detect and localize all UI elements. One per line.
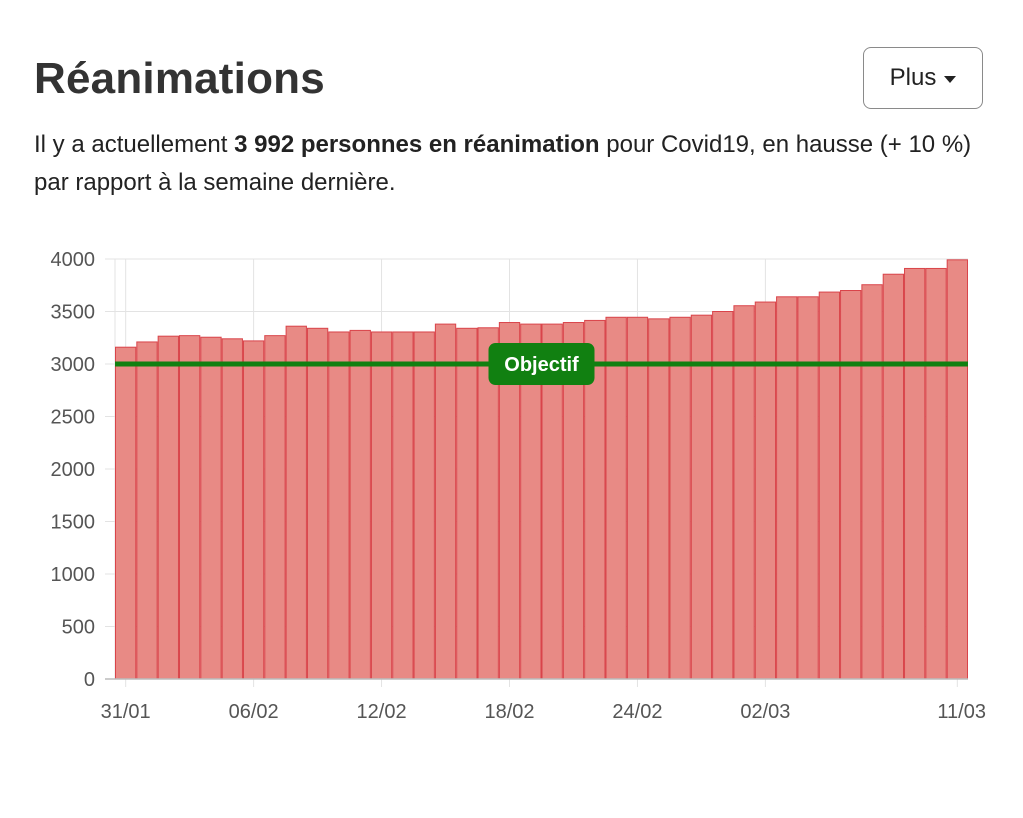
bar-08-02 <box>285 325 307 680</box>
bar-05-03 <box>818 291 841 680</box>
y-tick-label: 3500 <box>51 302 96 324</box>
bar-09-02 <box>306 327 329 680</box>
bar-25-02 <box>648 318 670 680</box>
bar-10-03 <box>925 267 947 680</box>
y-tick-label: 500 <box>62 617 95 639</box>
bar-28-02 <box>712 311 734 680</box>
bar-08-03 <box>882 273 905 680</box>
bar-03-03 <box>776 296 798 680</box>
bar-24-02 <box>626 316 649 680</box>
y-tick-label: 2500 <box>51 407 96 429</box>
bar-01-02 <box>136 341 158 680</box>
y-tick-label: 1000 <box>51 564 96 586</box>
bar-16-02 <box>456 327 478 680</box>
bar-11-03 <box>946 259 968 680</box>
bar-11-02 <box>349 329 371 680</box>
caret-down-icon <box>944 75 957 83</box>
bar-06-02 <box>242 340 265 680</box>
bar-07-02 <box>264 335 286 680</box>
bar-10-02 <box>328 331 350 680</box>
more-dropdown-button[interactable]: Plus <box>863 47 983 109</box>
bar-09-03 <box>904 267 926 680</box>
x-tick-label: 11/03 <box>937 701 986 723</box>
bar-06-03 <box>840 290 862 680</box>
summary-text: Il y a actuellement 3 992 personnes en r… <box>34 126 1009 202</box>
bar-23-02 <box>605 316 627 680</box>
bar-04-02 <box>200 336 222 680</box>
bar-15-02 <box>434 323 457 680</box>
x-tick-label: 18/02 <box>484 701 534 723</box>
bar-02-02 <box>157 335 179 680</box>
bar-02-03 <box>754 301 777 680</box>
page-title: Réanimations <box>34 54 325 103</box>
objective-label-box <box>488 343 595 385</box>
summary-part1: Il y a actuellement <box>34 131 235 158</box>
bar-14-02 <box>413 331 435 680</box>
bar-12-02 <box>370 331 393 680</box>
more-button-label: Plus <box>889 64 937 91</box>
x-tick-label: 31/01 <box>101 701 151 723</box>
bar-04-03 <box>797 296 819 680</box>
reanimations-bar-chart: 0 500 1000 1500 2000 2500 3000 3500 4000 31/01 06/… <box>51 249 987 723</box>
x-tick-label: 02/03 <box>740 701 790 723</box>
y-tick-label: 0 <box>84 669 95 691</box>
bar-05-02 <box>221 338 243 680</box>
bar-31-01 <box>115 346 137 680</box>
bar-26-02 <box>669 316 691 680</box>
y-tick-label: 4000 <box>51 249 96 271</box>
y-tick-label: 3000 <box>51 354 96 376</box>
bar-07-03 <box>861 284 883 680</box>
bar-13-02 <box>392 331 414 680</box>
summary-part2: pour Covid19, en hausse (+ 10 %) par rap… <box>34 131 972 196</box>
x-tick-label: 12/02 <box>357 701 407 723</box>
x-tick-label: 24/02 <box>612 701 662 723</box>
bar-03-02 <box>178 335 201 680</box>
y-tick-label: 2000 <box>51 459 96 481</box>
bar-27-02 <box>690 314 713 680</box>
x-tick-label: 06/02 <box>229 701 279 723</box>
summary-highlight: 3 992 personnes en réanimation <box>234 131 600 158</box>
objective-label: Objectif <box>504 354 579 376</box>
y-tick-label: 1500 <box>51 512 96 534</box>
